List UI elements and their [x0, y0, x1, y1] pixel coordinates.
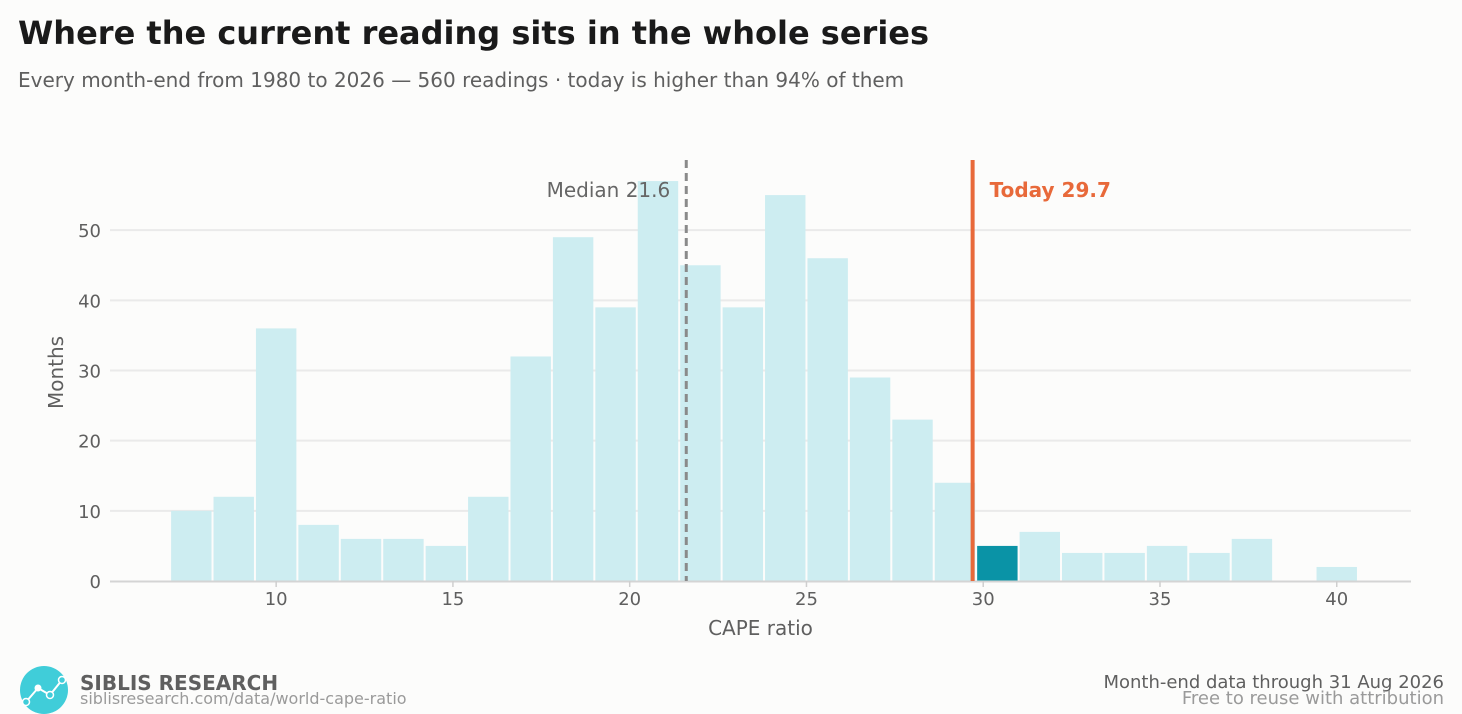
histogram-bar	[595, 307, 636, 581]
histogram-bar	[213, 496, 254, 581]
x-tick-label: 10	[265, 589, 288, 610]
histogram-bar	[1189, 552, 1230, 581]
chart-subtitle: Every month-end from 1980 to 2026 — 560 …	[18, 68, 905, 92]
license-note: Free to reuse with attribution	[1181, 688, 1444, 709]
histogram-bar-current	[977, 545, 1018, 581]
y-tick-label: 20	[78, 432, 101, 453]
today-label: Today 29.7	[990, 178, 1111, 202]
x-tick-label: 15	[441, 589, 464, 610]
histogram-bar	[722, 307, 764, 581]
x-tick-label: 40	[1325, 589, 1348, 610]
x-axis-label: CAPE ratio	[708, 616, 813, 640]
brand-url[interactable]: siblisresearch.com/data/world-cape-ratio	[80, 689, 407, 708]
histogram-bar	[425, 545, 467, 581]
histogram-bar	[934, 482, 976, 581]
histogram-bar	[510, 356, 551, 581]
histogram-bar	[1104, 552, 1145, 581]
x-tick-label: 25	[795, 589, 818, 610]
y-tick-label: 10	[78, 502, 101, 523]
histogram-bar	[765, 195, 806, 582]
x-tick-label: 30	[972, 589, 995, 610]
histogram-bar	[849, 377, 891, 581]
x-tick-label: 20	[618, 589, 641, 610]
data-note: Month-end data through 31 Aug 2026	[1103, 672, 1444, 693]
histogram-bar	[255, 328, 297, 581]
histogram-bar	[298, 524, 339, 581]
histogram-bar	[383, 538, 424, 581]
histogram-bar	[1062, 552, 1103, 581]
brand-name: SIBLIS RESEARCH	[80, 671, 279, 695]
histogram-bar	[637, 181, 679, 582]
histogram-bar	[171, 510, 212, 581]
siblis-logo-icon	[20, 666, 68, 714]
histogram-bar	[807, 258, 848, 581]
histogram-bar	[1231, 538, 1273, 581]
histogram-bar	[892, 419, 933, 581]
y-tick-label: 40	[78, 291, 101, 312]
x-tick-label: 35	[1149, 589, 1172, 610]
histogram-bar	[468, 496, 509, 581]
histogram-bar	[340, 538, 382, 581]
histogram-bar	[552, 237, 594, 581]
histogram-bar	[1019, 531, 1061, 581]
y-tick-label: 0	[90, 572, 101, 593]
chart-title: Where the current reading sits in the wh…	[18, 14, 930, 52]
y-tick-label: 50	[78, 221, 101, 242]
median-label: Median 21.6	[547, 178, 671, 202]
histogram-bar	[1316, 566, 1357, 581]
y-tick-label: 30	[78, 362, 101, 383]
histogram-bar	[1146, 545, 1188, 581]
y-axis-label: Months	[44, 336, 68, 409]
